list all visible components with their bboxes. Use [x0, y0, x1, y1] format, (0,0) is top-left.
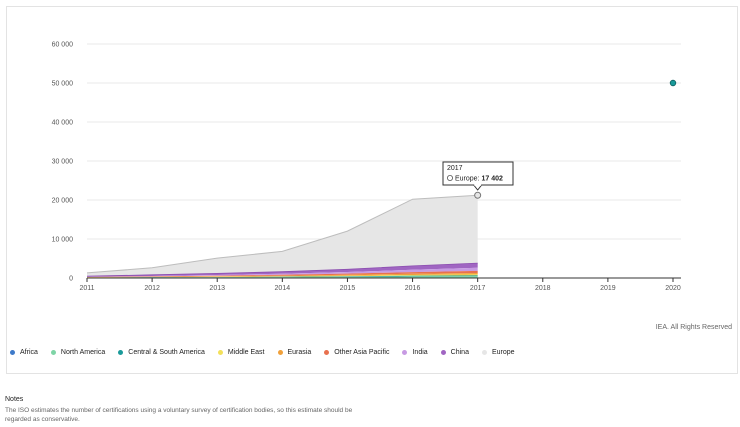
tooltip-year: 2017 [447, 165, 463, 172]
legend-item-north-america[interactable]: North America [50, 349, 106, 356]
markers [669, 79, 677, 87]
area-middle-east[interactable] [87, 274, 478, 278]
legend-item-india[interactable]: India [402, 349, 428, 356]
legend-item-other-asia-pacific[interactable]: Other Asia Pacific [324, 349, 389, 356]
x-axis: 2011 2012 2013 2014 2015 2016 2017 2018 2019 2020 [79, 277, 681, 292]
legend: Africa North America Central & South Ameri… [10, 349, 528, 356]
chart-card [6, 6, 738, 374]
x-tick-label: 2013 [209, 285, 225, 292]
legend-label: Other Asia Pacific [334, 349, 390, 356]
notes-text: The ISO estimates the number of certific… [5, 407, 353, 423]
legend-label: Eurasia [287, 349, 312, 356]
legend-dot [324, 350, 330, 355]
legend-dot [10, 350, 15, 355]
y-tick-label: 30 000 [52, 159, 74, 166]
y-tick-label: 40 000 [52, 120, 74, 127]
y-tick-label: 50 000 [52, 81, 74, 88]
y-axis: 0 10 000 20 000 30 000 40 000 50 000 60 000 [52, 42, 74, 283]
area-central-south-america[interactable] [87, 275, 478, 278]
x-tick-label: 2020 [665, 285, 681, 292]
tooltip-value: 17 402 [481, 176, 503, 183]
legend-dot [402, 350, 408, 355]
legend-label: North America [60, 349, 106, 356]
area-series[interactable] [86, 194, 478, 278]
area-europe[interactable] [87, 195, 478, 277]
china-outline [86, 262, 478, 277]
legend-item-central-south-america[interactable]: Central & South America [118, 349, 205, 356]
x-tick-label: 2019 [600, 285, 616, 292]
x-tick-label: 2017 [470, 285, 486, 292]
legend-label: Central & South America [128, 349, 205, 356]
target-point-marker[interactable] [669, 79, 677, 87]
copyright-text: IEA. All Rights Reserved [655, 324, 732, 331]
hover-point[interactable] [474, 191, 482, 199]
legend-item-china[interactable]: China [440, 349, 469, 356]
tooltip-series-dot [446, 174, 453, 181]
legend-dot [277, 350, 283, 355]
chart-area: 2011 2012 2013 2014 2015 2016 2017 2018 2019 2020… [52, 42, 681, 292]
area-outline [86, 194, 478, 274]
x-tick-label: 2018 [535, 285, 551, 292]
legend-item-europe[interactable]: Europe [481, 349, 515, 356]
legend-label: India [412, 349, 428, 356]
legend-label: China [450, 349, 469, 356]
legend-dot [50, 350, 56, 355]
legend-label: Europe [491, 349, 515, 356]
legend-dot [440, 350, 446, 355]
notes-title: Notes [5, 396, 24, 403]
y-tick-label: 10 000 [52, 237, 74, 244]
tooltip-label: Europe: 17 402 [455, 176, 503, 183]
x-tick-label: 2012 [144, 285, 160, 292]
tooltip: 2017 Europe: 17 402 [442, 161, 514, 199]
tooltip-pointer [473, 184, 483, 191]
legend-dot [481, 350, 487, 355]
x-tick-label: 2016 [405, 285, 421, 292]
y-tick-label: 60 000 [52, 42, 74, 49]
x-tick-label: 2015 [340, 285, 356, 292]
legend-dot [217, 350, 223, 355]
x-tick-label: 2014 [275, 285, 291, 292]
area-other-asia-pacific[interactable] [87, 270, 478, 278]
legend-dot [118, 350, 124, 355]
legend-item-eurasia[interactable]: Eurasia [277, 349, 312, 356]
y-tick-label: 20 000 [52, 198, 74, 205]
area-north-america[interactable] [87, 276, 478, 278]
legend-item-africa[interactable]: Africa [10, 349, 38, 356]
grid-lines [87, 43, 681, 240]
legend-label: Middle East [227, 349, 265, 356]
y-tick-label: 0 [69, 276, 73, 283]
legend-label: Africa [20, 349, 38, 356]
x-tick-label: 2011 [79, 285, 94, 292]
area-india[interactable] [87, 267, 478, 277]
legend-item-middle-east[interactable]: Middle East [217, 349, 265, 356]
